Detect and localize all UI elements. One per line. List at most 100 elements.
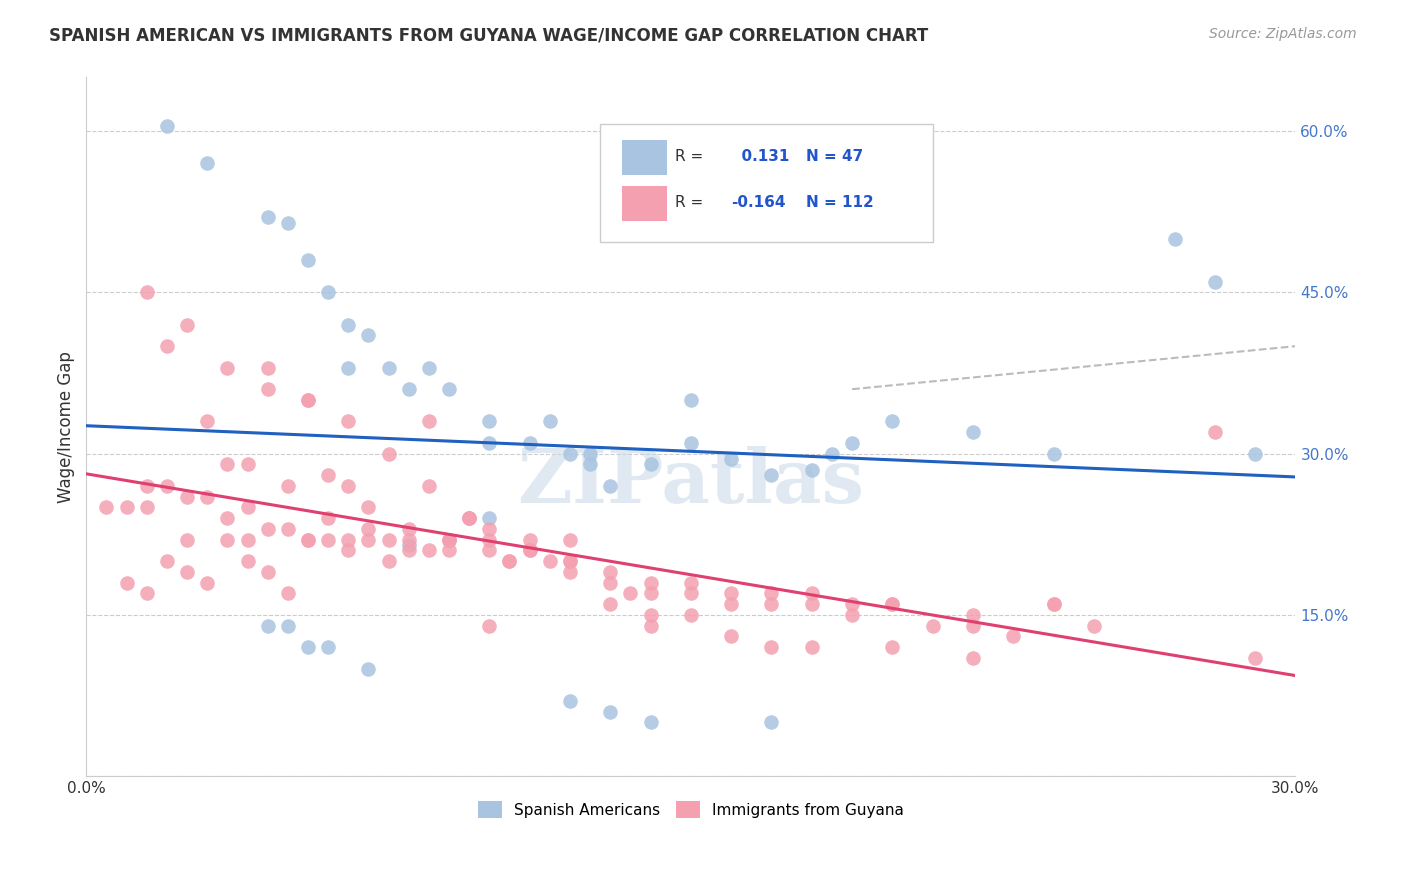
Point xyxy=(841,597,863,611)
Point xyxy=(962,425,984,440)
Point xyxy=(599,597,621,611)
Point xyxy=(841,436,863,450)
Point xyxy=(437,533,460,547)
Point xyxy=(458,511,481,525)
Point xyxy=(195,490,218,504)
Text: Source: ZipAtlas.com: Source: ZipAtlas.com xyxy=(1209,27,1357,41)
Point xyxy=(519,533,541,547)
Point xyxy=(357,662,380,676)
Point xyxy=(1204,275,1226,289)
Point xyxy=(297,533,319,547)
Point xyxy=(256,565,278,579)
Point xyxy=(558,554,581,568)
Point xyxy=(558,447,581,461)
Point xyxy=(720,586,742,600)
Text: N = 112: N = 112 xyxy=(806,195,873,210)
Point xyxy=(256,522,278,536)
Point xyxy=(176,318,198,332)
FancyBboxPatch shape xyxy=(621,186,666,220)
Text: N = 47: N = 47 xyxy=(806,149,863,164)
Point xyxy=(156,119,179,133)
Point xyxy=(135,285,157,300)
Point xyxy=(619,586,641,600)
Point xyxy=(841,607,863,622)
Point xyxy=(1163,232,1185,246)
Point xyxy=(316,511,339,525)
Text: 0.131: 0.131 xyxy=(731,149,789,164)
Point xyxy=(418,543,440,558)
Point xyxy=(316,468,339,483)
Text: -0.164: -0.164 xyxy=(731,195,786,210)
Point xyxy=(377,533,399,547)
Point xyxy=(640,618,662,632)
Point xyxy=(882,414,904,428)
Point xyxy=(277,216,299,230)
Point xyxy=(297,392,319,407)
Point xyxy=(236,500,259,515)
Point xyxy=(236,554,259,568)
Point xyxy=(498,554,520,568)
Point xyxy=(882,597,904,611)
Point xyxy=(558,565,581,579)
Point xyxy=(882,640,904,655)
Point xyxy=(1244,447,1267,461)
Point xyxy=(297,640,319,655)
Point xyxy=(1002,629,1025,643)
Point xyxy=(478,511,501,525)
Point xyxy=(1244,651,1267,665)
Point xyxy=(800,463,823,477)
Point xyxy=(398,543,420,558)
Point xyxy=(337,543,360,558)
Point xyxy=(176,490,198,504)
Point xyxy=(478,618,501,632)
Point xyxy=(882,597,904,611)
Point xyxy=(418,479,440,493)
Point xyxy=(599,479,621,493)
Point xyxy=(800,586,823,600)
Point xyxy=(256,618,278,632)
Point xyxy=(538,554,561,568)
Point xyxy=(478,436,501,450)
Point xyxy=(720,629,742,643)
Point xyxy=(640,575,662,590)
Text: R =: R = xyxy=(675,149,703,164)
Point xyxy=(720,452,742,467)
Point xyxy=(316,640,339,655)
Point xyxy=(337,479,360,493)
Point xyxy=(821,447,844,461)
Point xyxy=(156,479,179,493)
Point xyxy=(679,436,702,450)
Point xyxy=(277,586,299,600)
Point xyxy=(498,554,520,568)
Point xyxy=(558,694,581,708)
Point xyxy=(962,651,984,665)
Point xyxy=(478,533,501,547)
Point xyxy=(176,565,198,579)
Point xyxy=(256,210,278,224)
Point xyxy=(256,360,278,375)
Point xyxy=(337,360,360,375)
Point xyxy=(538,414,561,428)
Point xyxy=(297,253,319,268)
Point xyxy=(135,479,157,493)
Point xyxy=(579,447,602,461)
Y-axis label: Wage/Income Gap: Wage/Income Gap xyxy=(58,351,75,503)
Point xyxy=(679,575,702,590)
Point xyxy=(478,414,501,428)
Point xyxy=(195,414,218,428)
Point xyxy=(800,640,823,655)
Point xyxy=(195,156,218,170)
Point xyxy=(962,618,984,632)
Point xyxy=(377,447,399,461)
Point xyxy=(398,533,420,547)
Point xyxy=(599,575,621,590)
Point xyxy=(236,458,259,472)
Point xyxy=(478,543,501,558)
Point xyxy=(437,382,460,396)
Point xyxy=(458,511,481,525)
Point xyxy=(720,597,742,611)
Legend: Spanish Americans, Immigrants from Guyana: Spanish Americans, Immigrants from Guyan… xyxy=(471,795,910,824)
Point xyxy=(761,640,783,655)
Point xyxy=(115,575,138,590)
Point xyxy=(679,607,702,622)
